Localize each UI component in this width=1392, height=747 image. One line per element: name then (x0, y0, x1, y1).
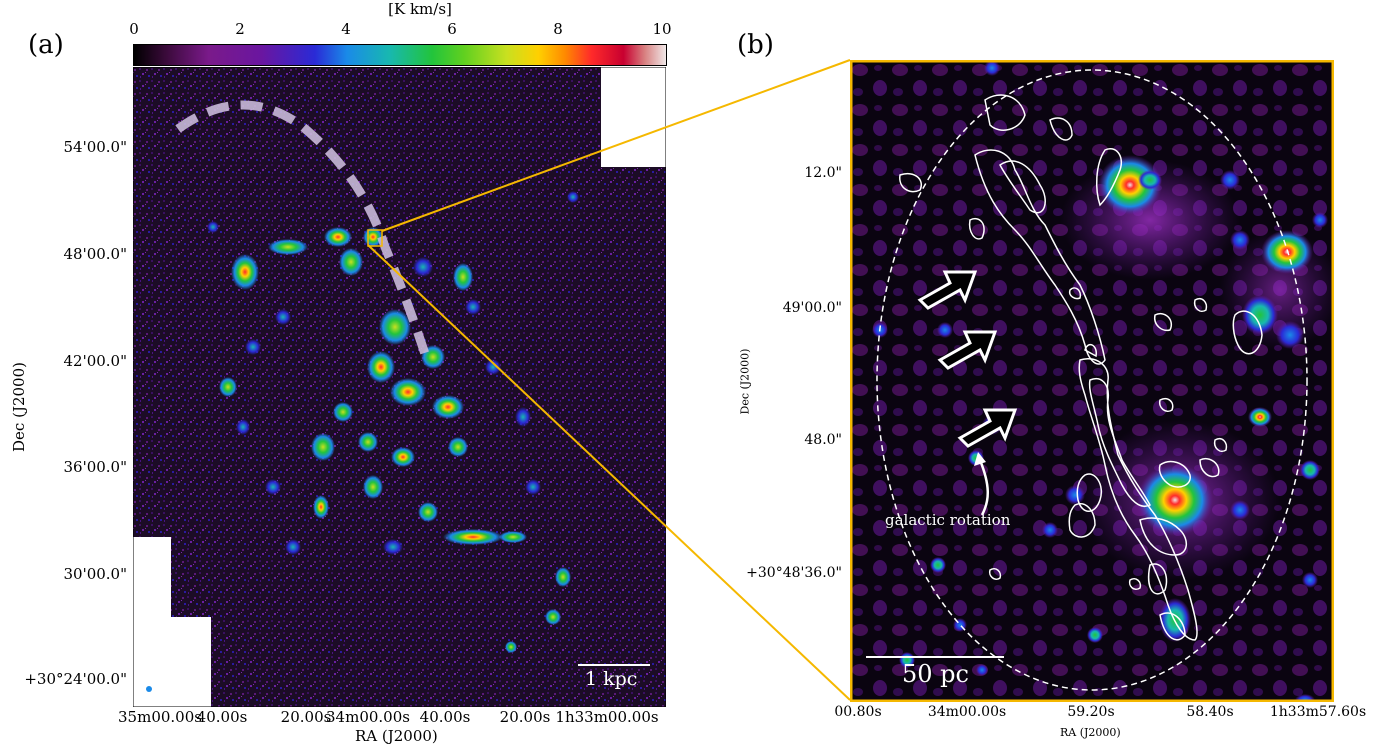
panel-a-scale-bar-label: 1 kpc (585, 668, 638, 690)
panel-b-x-tick: 00.80s (834, 704, 882, 720)
panel-b-x-tick: 34m00.00s (927, 704, 1007, 720)
panel-a-y-tick: 54'00.0" (63, 138, 127, 156)
panel-a-x-tick: 20.00s (499, 708, 551, 726)
colorbar-tick: 2 (235, 20, 245, 38)
panel-b-label: (b) (737, 30, 774, 60)
galactic-rotation-label: galactic rotation (885, 511, 1011, 529)
panel-a-x-title: RA (J2000) (355, 727, 438, 745)
panel-b-y-tick: 49'00.0" (782, 300, 842, 316)
panel-b-y-tick: +30°48'36.0" (746, 565, 842, 581)
colorbar-tick: 8 (553, 20, 563, 38)
panel-a-x-tick: 34m00.00s (326, 708, 410, 726)
colorbar (133, 44, 667, 66)
colorbar-unit: [K km/s] (388, 0, 452, 18)
colorbar-tick: 6 (447, 20, 457, 38)
colorbar-tick: 0 (129, 20, 139, 38)
panel-a-y-title: Dec (J2000) (10, 362, 28, 452)
panel-b-x-tick: 1h33m57.60s (1269, 704, 1367, 720)
panel-a-y-tick: 48'00.0" (63, 245, 127, 263)
panel-b-x-title: RA (J2000) (1060, 726, 1121, 739)
panel-a-x-tick: 40.00s (196, 708, 248, 726)
panel-b-scale-bar-label: 50 pc (902, 660, 969, 688)
panel-b-map (850, 60, 1334, 702)
panel-a-x-tick: 35m00.00s (118, 708, 202, 726)
colorbar-tick: 4 (341, 20, 351, 38)
panel-a-x-tick: 40.00s (419, 708, 471, 726)
panel-b-x-tick: 59.20s (1067, 704, 1115, 720)
panel-a-y-tick: 36'00.0" (63, 458, 127, 476)
panel-a-map (133, 67, 666, 707)
panel-b-y-tick: 12.0" (804, 165, 842, 181)
panel-a-label: (a) (28, 30, 64, 60)
panel-b-y-title: Dec (J2000) (738, 348, 752, 415)
panel-a-x-tick: 20.00s (280, 708, 332, 726)
panel-b-y-tick: 48.0" (804, 432, 842, 448)
panel-a-x-tick: 1h33m00.00s (555, 708, 659, 726)
panel-b-x-tick: 58.40s (1186, 704, 1234, 720)
panel-a-y-tick: 30'00.0" (63, 565, 127, 583)
panel-a-y-tick: 42'00.0" (63, 352, 127, 370)
panel-a-y-tick: +30°24'00.0" (24, 670, 127, 688)
colorbar-tick: 10 (652, 20, 672, 38)
